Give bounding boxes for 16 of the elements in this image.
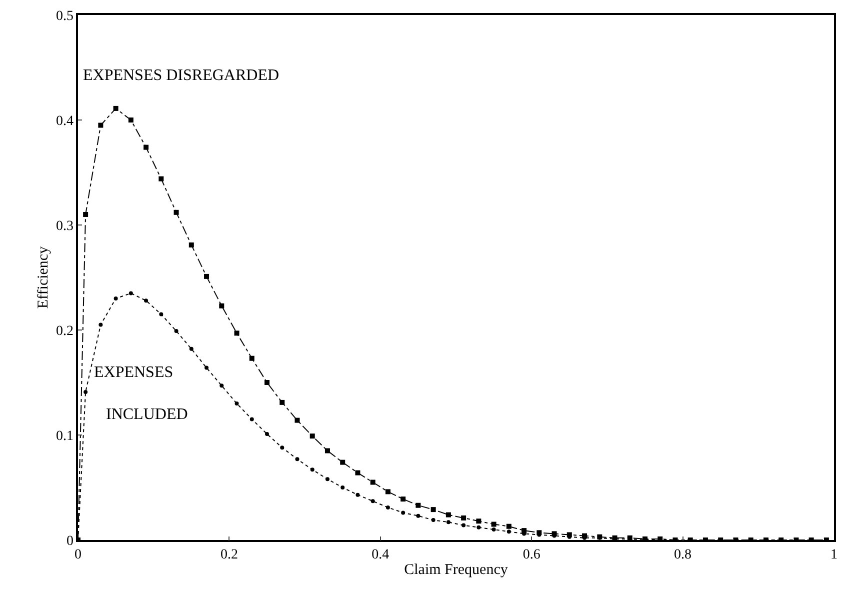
y-tick-label: 0.3: [56, 218, 74, 234]
y-tick-label: 0: [66, 534, 74, 549]
y-axis-title: Efficiency: [36, 246, 52, 309]
y-tick-label: 0.2: [56, 324, 74, 339]
x-tick-label: 1: [830, 548, 838, 563]
x-tick-label: 0.2: [220, 548, 238, 563]
annotation: EXPENSES DISREGARDED: [83, 67, 280, 84]
y-tick-label: 0.4: [56, 114, 74, 129]
x-tick-label: 0.4: [372, 548, 390, 563]
x-tick-label: 0.8: [674, 548, 692, 563]
annotation: EXPENSES: [94, 364, 174, 381]
annotation: INCLUDED: [106, 406, 188, 423]
x-axis-title: Claim Frequency: [404, 562, 508, 578]
x-tick-label: 0.6: [522, 548, 540, 563]
y-tick-label: 0.5: [56, 8, 74, 24]
y-tick-label: 0.1: [56, 428, 74, 444]
